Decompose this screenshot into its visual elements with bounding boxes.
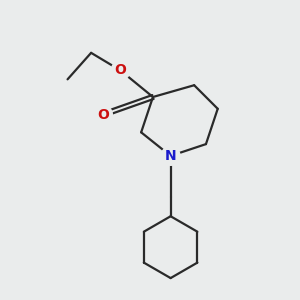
Circle shape	[111, 61, 130, 80]
Circle shape	[94, 105, 112, 124]
Text: O: O	[115, 64, 127, 77]
Text: O: O	[97, 108, 109, 122]
Circle shape	[161, 146, 180, 165]
Text: N: N	[165, 149, 176, 163]
